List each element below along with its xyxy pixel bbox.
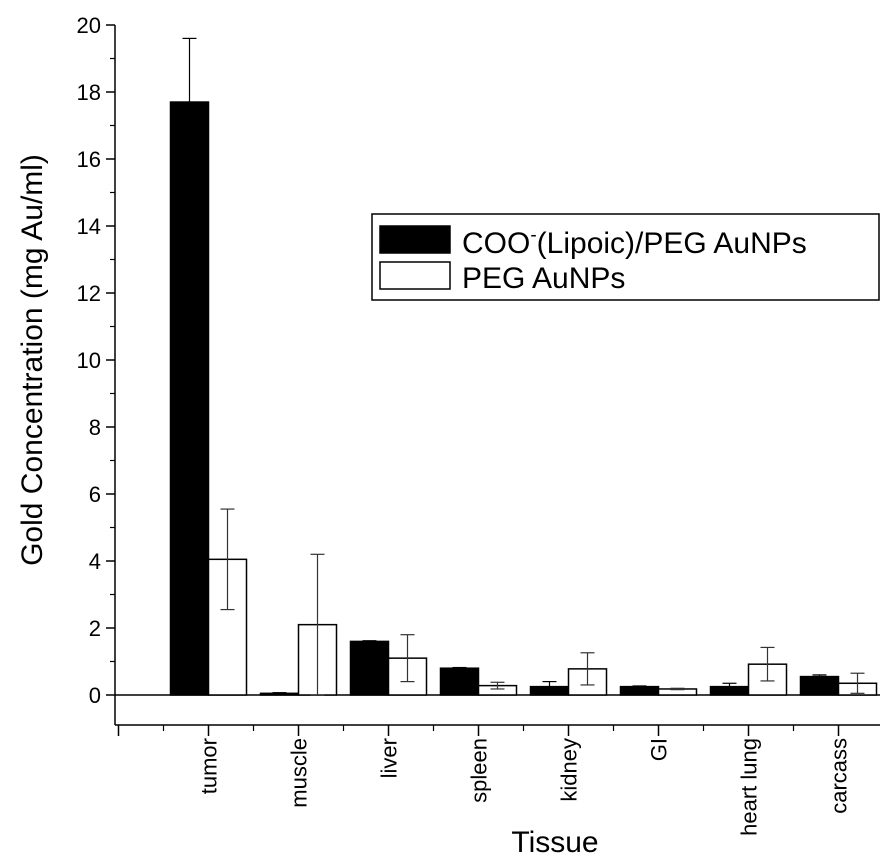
- tick-labels: 0 2 4 6 8 10 12 14 16 18 20 tumor muscle liver spleen k…: [77, 13, 852, 836]
- legend-swatch-series-2: [379, 261, 451, 290]
- y-tick-label: 18: [77, 80, 101, 105]
- legend-label-series-1-part-1: COO: [462, 227, 530, 260]
- error-bars: [182, 37, 865, 696]
- y-tick-label: 12: [77, 281, 101, 306]
- x-tick-label: tumor: [197, 738, 222, 794]
- legend: COO-(Lipoic)/PEG AuNPs PEG AuNPs: [371, 213, 880, 301]
- x-tick-label: GI: [647, 738, 672, 761]
- legend-label-series-1: COO-(Lipoic)/PEG AuNPs: [462, 225, 807, 260]
- legend-label-series-1-superscript: -: [530, 225, 536, 246]
- legend-frame: [371, 213, 880, 301]
- x-axis-title: Tissue: [511, 826, 598, 859]
- y-tick-label: 16: [77, 147, 101, 172]
- y-tick-label: 4: [89, 549, 101, 574]
- y-tick-label: 10: [77, 348, 101, 373]
- y-tick-label: 14: [77, 214, 101, 239]
- y-tick-label: 2: [89, 616, 101, 641]
- legend-label-series-2: PEG AuNPs: [462, 262, 625, 295]
- legend-label-series-1-part-2: (Lipoic)/PEG AuNPs: [537, 227, 807, 260]
- bar: [799, 675, 840, 696]
- x-tick-label: spleen: [467, 738, 492, 803]
- x-tick-label: kidney: [557, 738, 582, 802]
- x-tick-label: carcass: [827, 738, 852, 814]
- x-tick-label: heart lung: [737, 738, 762, 836]
- x-tick-label: muscle: [287, 738, 312, 808]
- bar: [169, 101, 210, 696]
- y-tick-label: 20: [77, 13, 101, 38]
- bars: [169, 101, 878, 696]
- y-axis-title: Gold Concentration (mg Au/ml): [16, 154, 49, 566]
- bar: [349, 640, 390, 696]
- legend-swatch-series-1: [379, 225, 451, 254]
- y-tick-label: 8: [89, 415, 101, 440]
- y-tick-label: 0: [89, 683, 101, 708]
- bar: [439, 667, 480, 696]
- y-tick-label: 6: [89, 482, 101, 507]
- x-tick-label: liver: [377, 738, 402, 778]
